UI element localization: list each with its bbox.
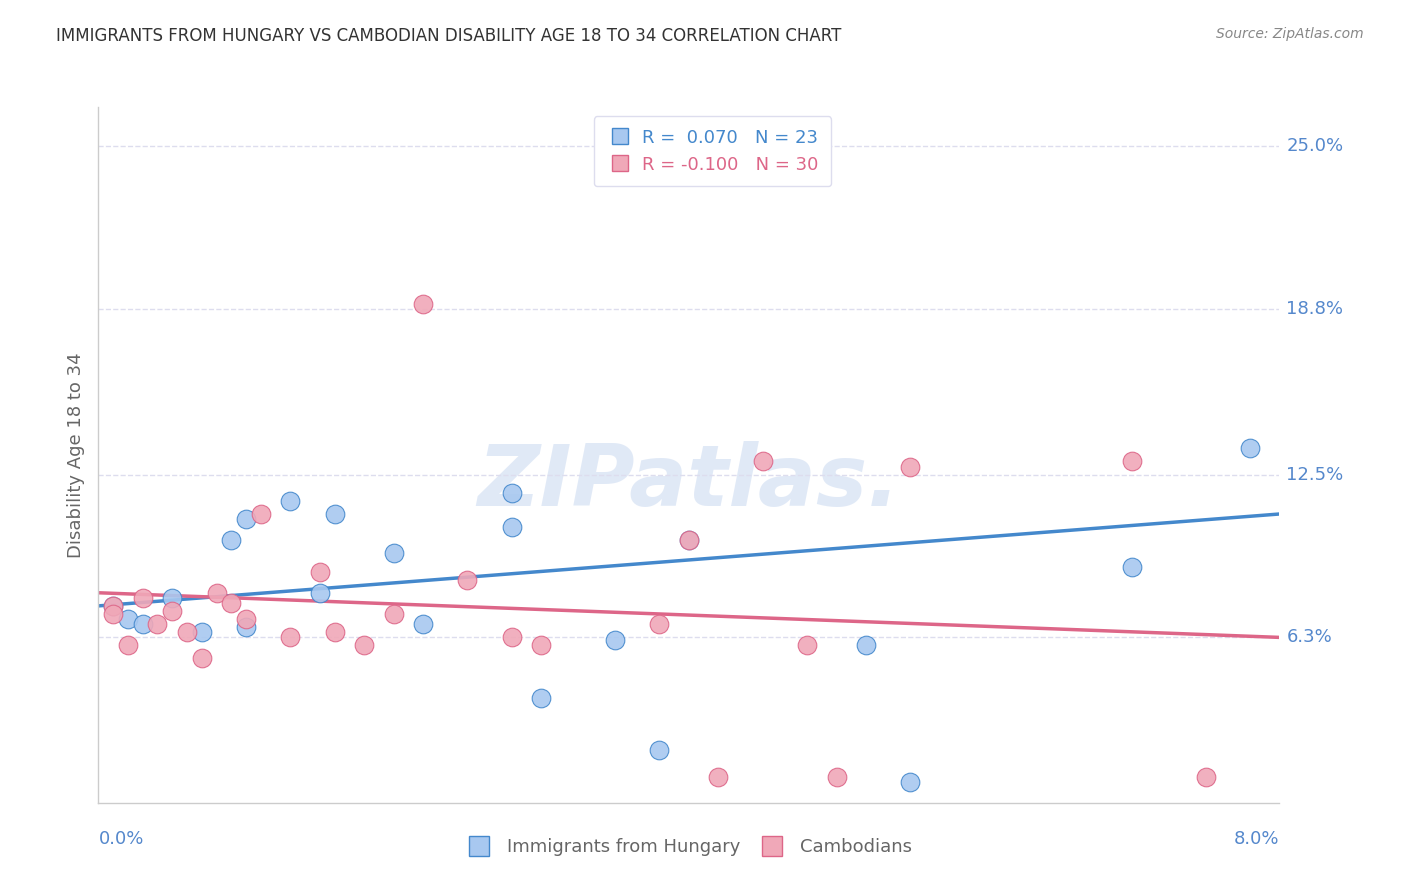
- Text: 0.0%: 0.0%: [98, 830, 143, 847]
- Point: [678, 533, 700, 548]
- Point: [103, 599, 124, 613]
- Point: [219, 596, 242, 610]
- Point: [898, 774, 921, 789]
- Point: [605, 633, 627, 648]
- Point: [103, 607, 124, 621]
- Point: [323, 625, 346, 640]
- Point: [103, 599, 124, 613]
- Text: ZIPatlas.: ZIPatlas.: [478, 442, 900, 524]
- Point: [707, 770, 730, 784]
- Point: [191, 651, 214, 665]
- Point: [117, 638, 139, 652]
- Point: [235, 512, 257, 526]
- Legend: Immigrants from Hungary, Cambodians: Immigrants from Hungary, Cambodians: [458, 831, 920, 863]
- Point: [117, 612, 139, 626]
- Point: [162, 591, 183, 605]
- Point: [308, 565, 332, 579]
- Text: IMMIGRANTS FROM HUNGARY VS CAMBODIAN DISABILITY AGE 18 TO 34 CORRELATION CHART: IMMIGRANTS FROM HUNGARY VS CAMBODIAN DIS…: [56, 27, 842, 45]
- Point: [235, 620, 257, 634]
- Point: [796, 638, 818, 652]
- Point: [530, 690, 553, 705]
- Point: [412, 617, 434, 632]
- Point: [898, 459, 921, 474]
- Point: [501, 520, 523, 534]
- Point: [530, 638, 553, 652]
- Point: [219, 533, 242, 548]
- Point: [146, 617, 169, 632]
- Point: [1121, 454, 1143, 468]
- Point: [132, 591, 155, 605]
- Point: [648, 617, 671, 632]
- Point: [678, 533, 700, 548]
- Point: [1121, 559, 1143, 574]
- Point: [648, 743, 671, 757]
- Point: [501, 486, 523, 500]
- Point: [382, 546, 405, 560]
- Point: [278, 494, 301, 508]
- Point: [308, 586, 332, 600]
- Point: [751, 454, 773, 468]
- Point: [382, 607, 405, 621]
- Point: [825, 770, 848, 784]
- Point: [278, 631, 301, 645]
- Point: [353, 638, 375, 652]
- Text: 18.8%: 18.8%: [1286, 301, 1344, 318]
- Text: Source: ZipAtlas.com: Source: ZipAtlas.com: [1216, 27, 1364, 41]
- Point: [1239, 442, 1261, 456]
- Point: [132, 617, 155, 632]
- Point: [191, 625, 214, 640]
- Point: [855, 638, 877, 652]
- Point: [456, 573, 478, 587]
- Text: 8.0%: 8.0%: [1234, 830, 1279, 847]
- Point: [501, 631, 523, 645]
- Point: [250, 507, 273, 521]
- Point: [162, 604, 183, 618]
- Point: [1194, 770, 1216, 784]
- Point: [176, 625, 198, 640]
- Point: [205, 586, 228, 600]
- Point: [412, 297, 434, 311]
- Y-axis label: Disability Age 18 to 34: Disability Age 18 to 34: [66, 352, 84, 558]
- Point: [235, 612, 257, 626]
- Text: 12.5%: 12.5%: [1286, 466, 1344, 483]
- Text: 6.3%: 6.3%: [1286, 628, 1333, 647]
- Text: 25.0%: 25.0%: [1286, 137, 1344, 155]
- Point: [323, 507, 346, 521]
